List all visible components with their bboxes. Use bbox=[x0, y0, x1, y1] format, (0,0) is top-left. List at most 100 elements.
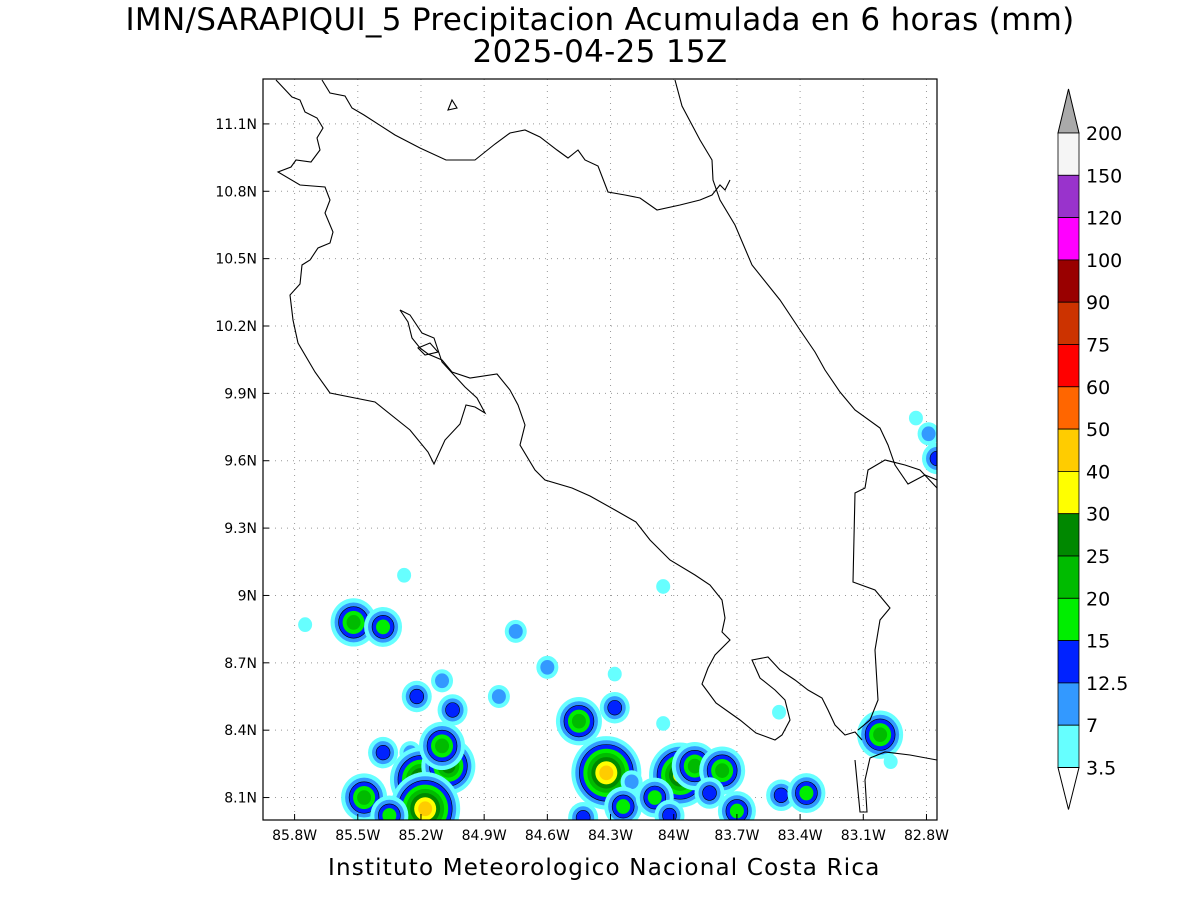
precip-cell bbox=[654, 799, 685, 820]
colorbar-label: 90 bbox=[1086, 292, 1110, 314]
colorbar-label: 120 bbox=[1086, 208, 1122, 230]
y-tick-label: 10.5N bbox=[215, 252, 257, 268]
colorbar-label: 15 bbox=[1086, 631, 1110, 653]
colorbar-label: 50 bbox=[1086, 419, 1110, 441]
colorbar-box bbox=[1057, 174, 1080, 219]
san-juan-river-border bbox=[321, 79, 731, 211]
colorbar-box bbox=[1057, 682, 1080, 726]
precip-cell bbox=[694, 777, 725, 809]
map-frame bbox=[262, 78, 938, 821]
precipitation-field bbox=[298, 410, 937, 820]
precip-cell bbox=[370, 795, 409, 820]
colorbar-label: 40 bbox=[1086, 461, 1110, 483]
precip-cell bbox=[298, 617, 313, 632]
colorbar-label: 30 bbox=[1086, 504, 1110, 526]
precip-cell bbox=[772, 704, 787, 720]
colorbar-label: 150 bbox=[1086, 165, 1122, 187]
precip-cell bbox=[487, 684, 510, 709]
x-tick-label: 84.9W bbox=[462, 828, 507, 844]
colorbar-box bbox=[1057, 217, 1080, 261]
colorbar-box bbox=[1057, 724, 1080, 768]
y-tick-label: 10.8N bbox=[215, 184, 257, 200]
colorbar-box bbox=[1057, 301, 1080, 345]
footer-credit: Instituto Meteorologico Nacional Costa R… bbox=[328, 855, 881, 881]
latitude-tick-labels: 11.1N 10.8N 10.5N 10.2N 9.9N 9.6N 9.3N 9N 8.7N 8.… bbox=[215, 117, 269, 807]
precip-cell bbox=[656, 716, 671, 731]
y-tick-label: 10.2N bbox=[215, 319, 257, 335]
panama-border bbox=[854, 751, 937, 813]
precip-cell bbox=[787, 773, 826, 814]
y-tick-label: 8.1N bbox=[224, 791, 257, 807]
precip-cell bbox=[536, 655, 559, 679]
y-tick-label: 11.1N bbox=[215, 117, 257, 133]
gulf-island bbox=[417, 342, 440, 356]
precip-cell bbox=[604, 786, 643, 820]
panama-east-border bbox=[852, 459, 937, 731]
colorbar-label: 60 bbox=[1086, 377, 1110, 399]
precip-cell bbox=[599, 691, 630, 724]
pacific-coast bbox=[399, 309, 863, 741]
lake-island bbox=[447, 98, 458, 111]
coastline-borders bbox=[275, 79, 937, 813]
precip-cell bbox=[330, 598, 377, 647]
colorbar-box bbox=[1057, 597, 1080, 641]
precip-cell bbox=[437, 694, 468, 726]
nicaragua-lake-shore bbox=[275, 79, 487, 466]
x-tick-label: 83.1W bbox=[841, 828, 886, 844]
colorbar-under-triangle bbox=[1057, 767, 1080, 810]
colorbar-box bbox=[1057, 470, 1080, 515]
colorbar-label: 3.5 bbox=[1086, 758, 1116, 780]
precip-cell bbox=[364, 606, 403, 647]
chart-subtitle-date: 2025-04-25 15Z bbox=[472, 34, 728, 70]
colorbar-box bbox=[1057, 259, 1080, 303]
colorbar-label: 100 bbox=[1086, 250, 1122, 272]
y-tick-label: 8.7N bbox=[224, 656, 257, 672]
colorbar-box bbox=[1057, 555, 1080, 599]
colorbar-box bbox=[1057, 513, 1080, 557]
x-tick-label: 85.5W bbox=[335, 828, 380, 844]
precip-cell bbox=[908, 410, 923, 426]
precip-cell bbox=[717, 791, 756, 820]
colorbar-over-triangle bbox=[1057, 88, 1080, 134]
x-tick-label: 85.2W bbox=[398, 828, 443, 844]
x-tick-label: 83.7W bbox=[714, 828, 759, 844]
caribbean-coast bbox=[674, 79, 937, 485]
colorbar-legend: 200 150 120 100 90 75 60 50 40 30 25 20 15 12.5 7 3.5 bbox=[1057, 88, 1128, 810]
precip-cell bbox=[431, 669, 454, 693]
precip-cell bbox=[917, 422, 937, 446]
colorbar-label: 7 bbox=[1086, 715, 1098, 737]
colorbar-box bbox=[1057, 344, 1080, 388]
precip-cell bbox=[883, 754, 898, 769]
colorbar-label: 20 bbox=[1086, 588, 1110, 610]
precip-cell bbox=[555, 697, 602, 746]
chart-title: IMN/SARAPIQUI_5 Precipitacion Acumulada … bbox=[125, 2, 1075, 38]
precip-cell bbox=[607, 666, 622, 682]
x-tick-label: 84W bbox=[658, 828, 690, 844]
y-tick-label: 9.3N bbox=[224, 521, 257, 537]
precip-cell bbox=[401, 680, 432, 713]
colorbar-box bbox=[1057, 428, 1080, 472]
colorbar-box bbox=[1057, 640, 1080, 684]
colorbar-label: 200 bbox=[1086, 123, 1122, 145]
colorbar-label: 25 bbox=[1086, 546, 1110, 568]
precip-cell bbox=[922, 442, 937, 475]
x-tick-label: 84.3W bbox=[588, 828, 633, 844]
y-tick-label: 8.4N bbox=[224, 723, 257, 739]
x-tick-label: 84.6W bbox=[525, 828, 570, 844]
colorbar-label: 75 bbox=[1086, 335, 1110, 357]
y-tick-label: 9.9N bbox=[224, 386, 257, 402]
precip-cell bbox=[656, 579, 671, 594]
colorbar-label: 12.5 bbox=[1086, 673, 1128, 695]
precip-cell bbox=[368, 736, 399, 769]
y-tick-label: 9.6N bbox=[224, 454, 257, 470]
precip-cell bbox=[390, 772, 461, 820]
precip-cell bbox=[568, 802, 599, 820]
longitude-tick-labels: 85.8W 85.5W 85.2W 84.9W 84.6W 84.3W 84W 83.7W 83… bbox=[272, 814, 949, 844]
precip-cell bbox=[419, 721, 466, 771]
colorbar-box bbox=[1057, 132, 1080, 176]
precip-cell bbox=[857, 710, 904, 759]
x-tick-label: 82.8W bbox=[904, 828, 949, 844]
y-tick-label: 9N bbox=[238, 588, 257, 604]
precip-cell bbox=[504, 619, 527, 643]
